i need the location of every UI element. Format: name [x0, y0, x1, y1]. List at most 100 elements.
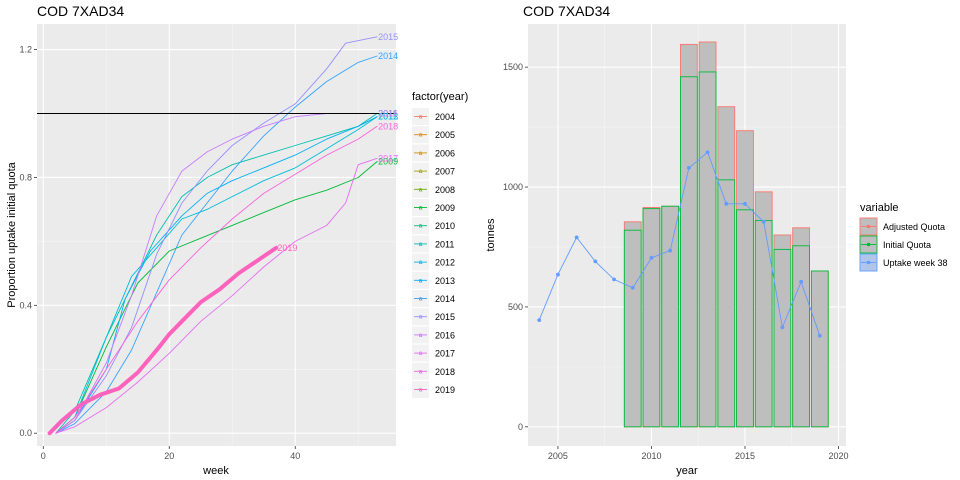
- legend-label-2019: 2019: [435, 385, 455, 395]
- series-line-2017: [55, 157, 378, 434]
- legend-label-2009: 2009: [435, 203, 455, 213]
- right-legend-title: variable: [860, 202, 899, 214]
- uptake-line-chart: COD 7XAD34 20092011201220132014201520162…: [6, 3, 468, 477]
- uptake-point-2006: [574, 235, 579, 240]
- right-x-tick-label: 2015: [735, 451, 755, 461]
- legend-key-glyph-2013: a: [419, 278, 423, 284]
- right-chart-title: COD 7XAD34: [523, 3, 610, 19]
- right-bars: [623, 41, 829, 428]
- legend-key-glyph-2005: a: [419, 133, 423, 139]
- uptake-week-38-line: [538, 151, 821, 336]
- right-x-axis-label: year: [676, 465, 698, 477]
- legend-label-2017: 2017: [435, 349, 455, 359]
- legend-key-glyph-2006: a: [419, 151, 423, 157]
- legend-label-2015: 2015: [435, 312, 455, 322]
- legend-key-glyph-2014: a: [419, 297, 423, 303]
- right-legend: variable Adjusted Quota Initial Quota Upta…: [859, 202, 948, 272]
- legend-key-glyph-2019: a: [419, 388, 423, 394]
- legend-key-glyph-2011: a: [419, 242, 423, 248]
- legend-key-glyph-2009: a: [419, 206, 423, 212]
- legend-label-2007: 2007: [435, 167, 455, 177]
- left-chart-title: COD 7XAD34: [37, 3, 124, 19]
- legend-key-glyph-2015: a: [419, 315, 423, 321]
- bar-initial-quota-2015: [736, 209, 754, 428]
- left-x-ticks: 0 20 40: [41, 446, 300, 461]
- end-label-2018: 2018: [378, 121, 398, 131]
- uptake-point-2016: [761, 219, 766, 224]
- left-x-tick-label: 40: [290, 451, 300, 461]
- legend-key-glyph-2018: a: [419, 369, 423, 375]
- end-label-2014: 2014: [378, 51, 398, 61]
- legend-label-2016: 2016: [435, 330, 455, 340]
- left-y-tick-label: 0.0: [19, 428, 32, 438]
- bar-initial-quota-2014: [717, 179, 736, 428]
- right-x-tick-label: 2005: [548, 451, 568, 461]
- uptake-point-2017: [780, 325, 785, 330]
- legend-label-2018: 2018: [435, 367, 455, 377]
- end-label-2009: 2009: [378, 156, 398, 166]
- legend-label-initial-quota: Initial Quota: [883, 240, 931, 250]
- end-label-2016: 2016: [378, 109, 398, 119]
- right-x-tick-label: 2020: [829, 451, 849, 461]
- end-label-2017: 2017: [378, 153, 398, 163]
- bar-initial-quota-2017: [773, 248, 792, 428]
- legend-key-point-uptake-week-38: [866, 260, 871, 265]
- series-line-2018: [55, 125, 378, 434]
- series-line-2015: [55, 36, 378, 434]
- legend-label-2008: 2008: [435, 185, 455, 195]
- end-label-2015: 2015: [378, 32, 398, 42]
- uptake-point-2018: [799, 279, 804, 284]
- legend-key-glyph-2012: a: [419, 260, 423, 266]
- legend-label-uptake-week-38: Uptake week 38: [883, 258, 948, 268]
- left-y-tick-label: 1.2: [19, 45, 32, 55]
- bar-initial-quota-2012: [680, 76, 698, 428]
- right-x-tick-label: 2010: [641, 451, 661, 461]
- legend-label-2005: 2005: [435, 130, 455, 140]
- left-x-axis-label: week: [202, 465, 229, 477]
- right-x-ticks: 2005 2010 2015 2020: [548, 446, 849, 461]
- right-y-tick-label: 500: [508, 302, 523, 312]
- bar-initial-quota-2011: [661, 205, 680, 428]
- legend-key-glyph-2010: a: [419, 224, 423, 230]
- uptake-point-2007: [593, 259, 598, 264]
- uptake-point-2011: [668, 248, 673, 253]
- series-line-2012: [55, 116, 378, 434]
- uptake-point-2019: [817, 333, 822, 338]
- bar-initial-quota-2019: [810, 270, 829, 428]
- legend-label-2011: 2011: [435, 239, 454, 249]
- uptake-point-2012: [686, 165, 691, 170]
- legend-label-2012: 2012: [435, 258, 455, 268]
- uptake-point-2010: [649, 255, 654, 260]
- right-y-tick-label: 1000: [503, 182, 523, 192]
- legend-key-glyph-2017: a: [419, 351, 423, 357]
- bar-initial-quota-2018: [792, 245, 810, 428]
- right-uptake-line: [537, 150, 822, 338]
- right-y-ticks: 0 500 1000 1500: [503, 62, 528, 432]
- legend-label-2013: 2013: [435, 276, 455, 286]
- left-series-lines: [37, 36, 396, 436]
- uptake-point-2015: [743, 201, 747, 206]
- uptake-point-2009: [630, 285, 635, 290]
- uptake-point-2014: [724, 201, 729, 206]
- series-line-2016: [55, 113, 378, 434]
- legend-label-2004: 2004: [435, 112, 455, 122]
- right-y-tick-label: 1500: [503, 62, 523, 72]
- end-label-2019: 2019: [277, 243, 297, 253]
- legend-label-2014: 2014: [435, 294, 455, 304]
- bar-initial-quota-2009: [623, 229, 642, 428]
- bar-initial-quota-2013: [698, 71, 717, 428]
- left-legend: factor(year) a 2004 a 2005 a 2006 a 2007 a 2008 a 2…: [412, 91, 468, 398]
- end-label-2013: 2013: [378, 112, 398, 122]
- legend-key-glyph-2016: a: [419, 333, 423, 339]
- legend-key-glyph-2007: a: [419, 169, 423, 175]
- left-y-tick-label: 0.4: [19, 300, 32, 310]
- legend-key-point-adjusted-quota: [866, 224, 871, 229]
- legend-label-2006: 2006: [435, 148, 455, 158]
- series-line-2009: [55, 161, 378, 434]
- end-label-2012: 2012: [378, 112, 398, 122]
- right-y-tick-label: 0: [518, 422, 523, 432]
- left-y-axis-label: Proportion uptake initial quota: [6, 161, 18, 307]
- left-legend-title: factor(year): [412, 91, 468, 103]
